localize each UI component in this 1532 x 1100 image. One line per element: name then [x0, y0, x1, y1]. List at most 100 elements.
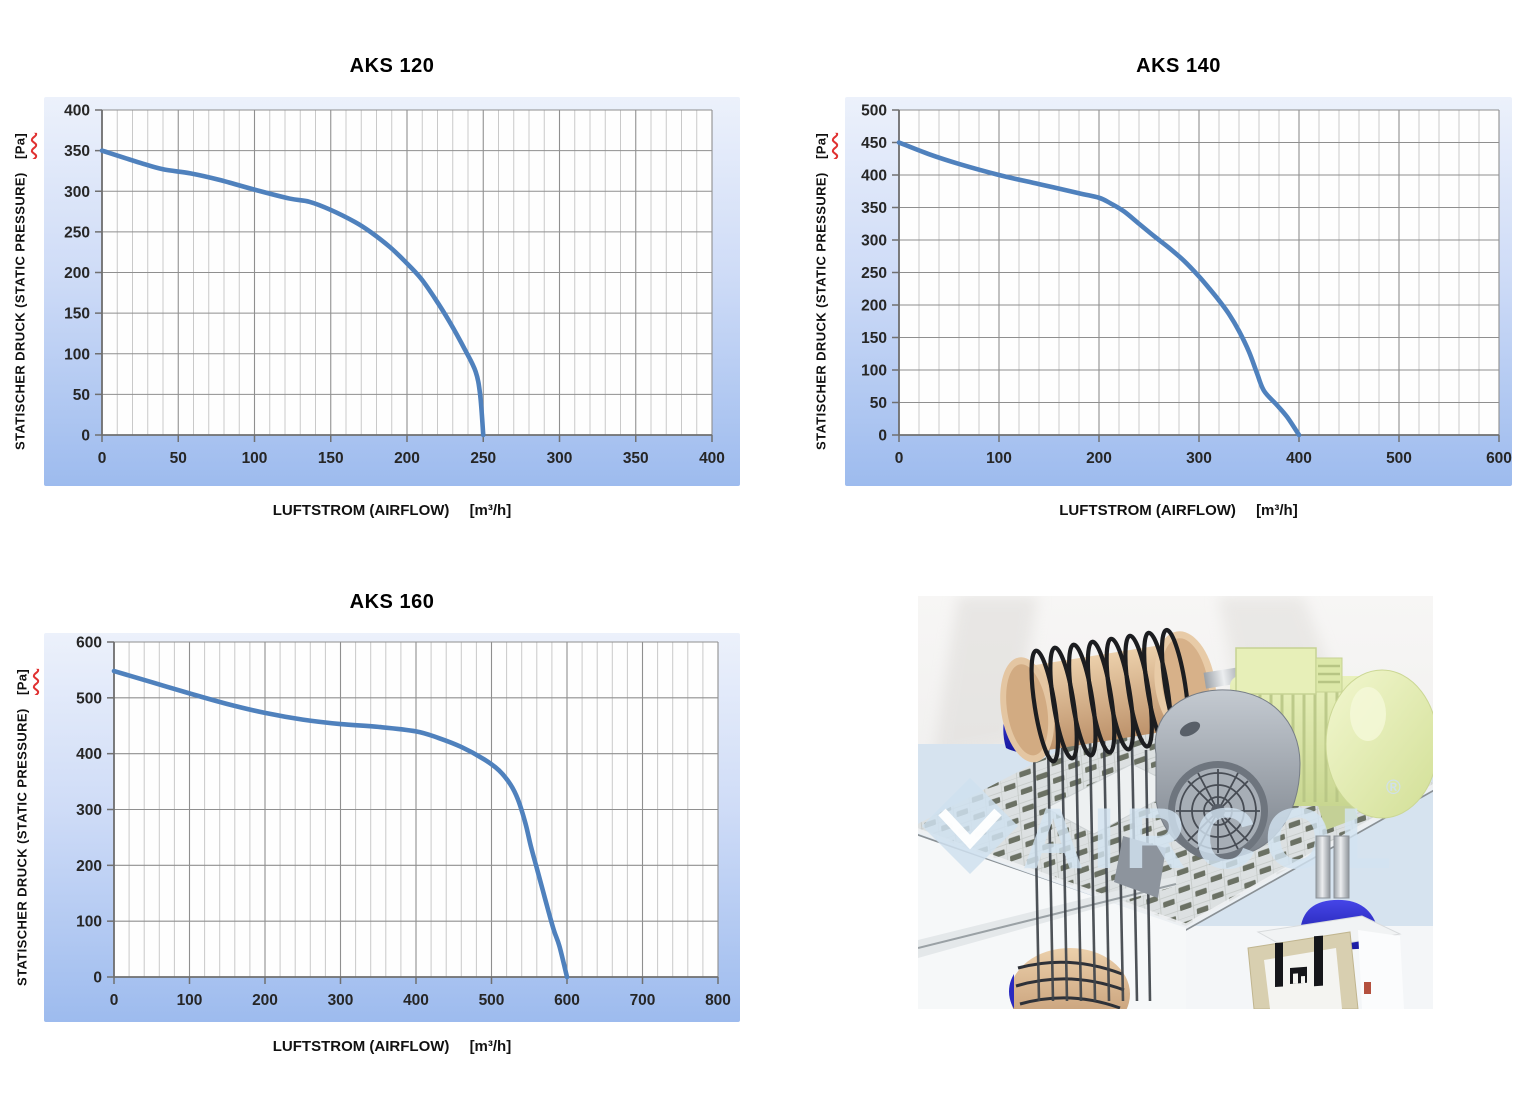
svg-text:350: 350 — [623, 450, 649, 467]
svg-text:200: 200 — [394, 450, 420, 467]
svg-text:0: 0 — [110, 992, 119, 1009]
svg-text:350: 350 — [861, 200, 887, 217]
svg-text:250: 250 — [861, 265, 887, 282]
y-axis-label: STATISCHER DRUCK (STATIC PRESSURE) — [14, 708, 30, 987]
pressure-curve — [99, 148, 486, 438]
svg-text:500: 500 — [479, 992, 505, 1009]
chart-aks-140: AKS 140 STATISCHER DRUCK (STATIC PRESSUR… — [814, 55, 1512, 519]
y-axis-title: STATISCHER DRUCK (STATIC PRESSURE) [Pa] — [4, 103, 36, 480]
svg-text:100: 100 — [177, 992, 203, 1009]
cabinet-sticker — [1364, 982, 1371, 994]
x-axis-label: LUFTSTROM (AIRFLOW) — [1059, 502, 1236, 519]
y-axis-label: STATISCHER DRUCK (STATIC PRESSURE) — [12, 172, 28, 451]
x-tick-labels: 0 100 200 300 400 500 600 700 800 — [110, 992, 731, 1009]
svg-text:300: 300 — [861, 233, 887, 250]
coil-drum — [1000, 627, 1248, 764]
svg-text:50: 50 — [170, 450, 187, 467]
svg-text:300: 300 — [76, 802, 102, 819]
y-tick-labels: 0 100 200 300 400 500 600 — [76, 635, 102, 987]
svg-text:600: 600 — [1486, 450, 1512, 467]
svg-text:400: 400 — [403, 992, 429, 1009]
chart-aks-160: AKS 160 STATISCHER DRUCK (STATIC PRESSUR… — [15, 591, 740, 1055]
svg-text:600: 600 — [554, 992, 580, 1009]
svg-text:300: 300 — [328, 992, 354, 1009]
chart-plot-area: 0 100 200 300 400 500 600 0 100 200 300 400 500 600 70… — [44, 633, 740, 1022]
svg-text:300: 300 — [547, 450, 573, 467]
logo-glyph — [1290, 966, 1307, 984]
x-tick-labels: 0 100 200 300 400 500 600 — [895, 450, 1512, 467]
motor-terminal-box — [1235, 647, 1317, 695]
y-axis-title: STATISCHER DRUCK (STATIC PRESSURE) [Pa] — [6, 639, 38, 1016]
x-tick-labels: 0 50 100 150 200 250 300 350 400 — [98, 450, 725, 467]
svg-text:0: 0 — [98, 450, 107, 467]
x-axis-title: LUFTSTROM (AIRFLOW) [m³/h] — [44, 1038, 740, 1055]
tick-marks — [95, 109, 713, 442]
svg-text:200: 200 — [861, 298, 887, 315]
x-axis-label: LUFTSTROM (AIRFLOW) — [272, 502, 450, 519]
svg-text:100: 100 — [242, 450, 268, 467]
svg-text:200: 200 — [64, 265, 90, 282]
x-axis-unit: [m³/h] — [1256, 502, 1298, 519]
chart-title: AKS 160 — [349, 591, 435, 613]
svg-text:150: 150 — [64, 306, 90, 323]
svg-text:50: 50 — [73, 387, 90, 404]
tick-marks — [107, 641, 719, 984]
pressure-curve — [111, 668, 570, 980]
x-axis-label: LUFTSTROM (AIRFLOW) — [272, 1038, 450, 1055]
svg-text:500: 500 — [76, 690, 102, 707]
svg-text:0: 0 — [895, 450, 904, 467]
svg-text:400: 400 — [1286, 450, 1312, 467]
svg-text:350: 350 — [64, 143, 90, 160]
svg-text:200: 200 — [76, 858, 102, 875]
svg-text:400: 400 — [64, 103, 90, 120]
svg-text:800: 800 — [705, 992, 731, 1009]
y-axis-unit: [Pa] — [12, 132, 28, 159]
svg-text:100: 100 — [986, 450, 1012, 467]
centrifugal-blower — [1114, 689, 1301, 898]
svg-text:250: 250 — [64, 224, 90, 241]
svg-text:0: 0 — [81, 428, 90, 445]
x-axis-title: LUFTSTROM (AIRFLOW) [m³/h] — [44, 502, 740, 519]
y-tick-labels: 0 50 100 150 200 250 300 350 400 — [64, 103, 90, 445]
y-axis-label: STATISCHER DRUCK (STATIC PRESSURE) — [813, 172, 829, 451]
svg-text:200: 200 — [1086, 450, 1112, 467]
logo-bar-left — [1275, 942, 1283, 988]
svg-text:50: 50 — [870, 395, 887, 412]
x-axis-unit: [m³/h] — [469, 1038, 512, 1055]
chart-plot-area: 0 50 100 150 200 250 300 350 400 0 50 100 150 200 250 3… — [44, 97, 740, 486]
svg-text:200: 200 — [252, 992, 278, 1009]
chart-title: AKS 140 — [1136, 55, 1221, 77]
product-photo-canvas: AIRCOL ® — [918, 596, 1433, 1009]
svg-text:400: 400 — [861, 168, 887, 185]
y-axis-unit: [Pa] — [14, 668, 30, 695]
coil-wires — [1029, 627, 1191, 764]
watermark-diamond-logo — [922, 778, 1018, 874]
y-gridlines-major — [899, 109, 1499, 436]
y-axis-title: STATISCHER DRUCK (STATIC PRESSURE) [Pa] — [805, 103, 837, 480]
svg-text:500: 500 — [1386, 450, 1412, 467]
svg-text:300: 300 — [64, 184, 90, 201]
x-axis-title: LUFTSTROM (AIRFLOW) [m³/h] — [845, 502, 1512, 519]
svg-text:400: 400 — [699, 450, 725, 467]
svg-text:500: 500 — [861, 103, 887, 120]
svg-text:400: 400 — [76, 746, 102, 763]
chart-aks-120: AKS 120 STATISCHER DRUCK (STATIC PRESSUR… — [13, 55, 740, 519]
svg-text:600: 600 — [76, 635, 102, 652]
y-axis-unit: [Pa] — [813, 132, 829, 159]
logo-bar-right — [1314, 935, 1323, 987]
chart-title: AKS 120 — [349, 55, 435, 77]
chart-plot-area: 0 50 100 150 200 250 300 350 400 450 500 0 100 200 300… — [845, 97, 1512, 486]
svg-text:100: 100 — [861, 363, 887, 380]
x-axis-unit: [m³/h] — [469, 502, 512, 519]
control-cabinet — [1247, 835, 1404, 1009]
pressure-curve — [896, 140, 1302, 438]
svg-text:700: 700 — [630, 992, 656, 1009]
registered-mark: ® — [1386, 777, 1401, 799]
svg-text:100: 100 — [76, 914, 102, 931]
svg-text:150: 150 — [318, 450, 344, 467]
y-tick-labels: 0 50 100 150 200 250 300 350 400 450 500 — [861, 103, 887, 445]
svg-text:150: 150 — [861, 330, 887, 347]
svg-text:450: 450 — [861, 135, 887, 152]
svg-text:0: 0 — [878, 428, 887, 445]
